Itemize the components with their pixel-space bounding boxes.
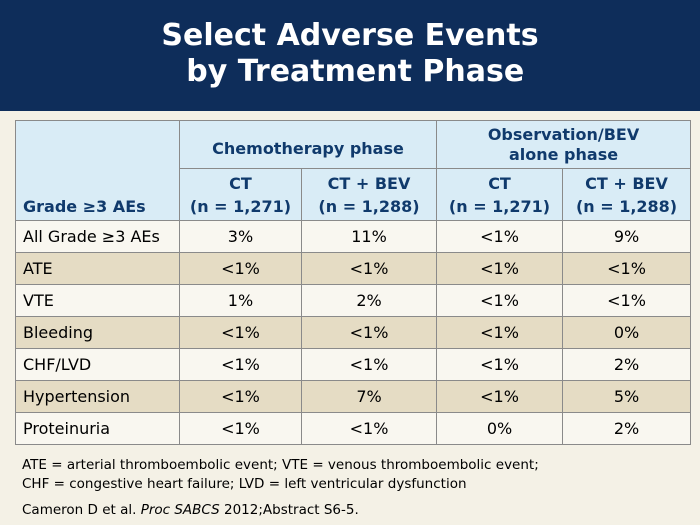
- corner-header: Grade ≥3 AEs: [15, 120, 180, 221]
- table-cell: <1%: [436, 284, 564, 317]
- table-cell: <1%: [179, 412, 302, 445]
- footnote-line2: CHF = congestive heart failure; LVD = le…: [22, 476, 467, 492]
- group-header-observation-line1: Observation/BEV: [487, 124, 640, 144]
- title-banner: [0, 0, 700, 111]
- table-cell: 3%: [179, 220, 302, 253]
- table-cell: <1%: [179, 252, 302, 285]
- table-cell: 5%: [562, 380, 692, 413]
- citation-journal: Proc SABCS: [140, 502, 220, 518]
- column-n-label: (n = 1,271): [189, 196, 292, 216]
- group-header-observation-line2: alone phase: [508, 144, 619, 164]
- column-header-4: CT + BEV (n = 1,288): [562, 168, 692, 221]
- table-cell: 7%: [300, 380, 438, 413]
- row-label: CHF/LVD: [15, 348, 180, 381]
- column-n-label: (n = 1,288): [318, 196, 420, 216]
- column-header-1: CT (n = 1,271): [179, 168, 302, 221]
- group-header-observation: Observation/BEV alone phase: [436, 120, 692, 169]
- table-cell: 0%: [436, 412, 564, 445]
- row-label: VTE: [15, 284, 180, 317]
- column-arm-label: CT + BEV: [327, 173, 411, 193]
- column-header-3: CT (n = 1,271): [436, 168, 564, 221]
- slide-title-line1: Select Adverse Events: [161, 18, 539, 53]
- column-n-label: (n = 1,288): [575, 196, 678, 216]
- footnote: ATE = arterial thromboembolic event; VTE…: [22, 456, 539, 494]
- table-cell: 9%: [562, 220, 692, 253]
- column-arm-label: CT: [488, 173, 511, 193]
- table-cell: <1%: [300, 316, 438, 349]
- row-label: ATE: [15, 252, 180, 285]
- table-cell: <1%: [300, 252, 438, 285]
- table-cell: <1%: [436, 348, 564, 381]
- slide-title-line2: by Treatment Phase: [175, 54, 525, 89]
- table-cell: <1%: [300, 412, 438, 445]
- table-cell: <1%: [436, 316, 564, 349]
- table-cell: 1%: [179, 284, 302, 317]
- column-arm-label: CT: [229, 173, 252, 193]
- footnote-line1: ATE = arterial thromboembolic event; VTE…: [22, 457, 539, 473]
- table-cell: <1%: [562, 284, 692, 317]
- column-arm-label: CT + BEV: [585, 173, 668, 193]
- citation: Cameron D et al. Proc SABCS 2012;Abstrac…: [22, 502, 359, 518]
- table-cell: 0%: [562, 316, 692, 349]
- row-label: Hypertension: [15, 380, 180, 413]
- table-cell: <1%: [562, 252, 692, 285]
- table-cell: 11%: [300, 220, 438, 253]
- table-cell: <1%: [300, 348, 438, 381]
- slide-title: Select Adverse Events by Treatment Phase: [0, 18, 700, 90]
- table-cell: 2%: [562, 412, 692, 445]
- citation-rest: 2012;Abstract S6-5.: [219, 502, 359, 518]
- citation-authors: Cameron D et al.: [22, 502, 141, 518]
- table-cell: <1%: [436, 380, 564, 413]
- table-cell: <1%: [179, 316, 302, 349]
- table-row: VTE 1% 2% <1% <1%: [15, 284, 692, 317]
- table-cell: <1%: [436, 220, 564, 253]
- adverse-events-table: Grade ≥3 AEs Chemotherapy phase Observat…: [15, 120, 692, 445]
- table-row: Hypertension <1% 7% <1% 5%: [15, 380, 692, 413]
- table-row: Proteinuria <1% <1% 0% 2%: [15, 412, 692, 445]
- row-label: Bleeding: [15, 316, 180, 349]
- table-row: Bleeding <1% <1% <1% 0%: [15, 316, 692, 349]
- column-header-2: CT + BEV (n = 1,288): [300, 168, 438, 221]
- table-row: ATE <1% <1% <1% <1%: [15, 252, 692, 285]
- row-label: Proteinuria: [15, 412, 180, 445]
- table-row: All Grade ≥3 AEs 3% 11% <1% 9%: [15, 220, 692, 253]
- table-cell: 2%: [562, 348, 692, 381]
- column-n-label: (n = 1,271): [448, 196, 551, 216]
- table-row: CHF/LVD <1% <1% <1% 2%: [15, 348, 692, 381]
- table-cell: 2%: [300, 284, 438, 317]
- row-label: All Grade ≥3 AEs: [15, 220, 180, 253]
- group-header-chemotherapy: Chemotherapy phase: [178, 120, 438, 169]
- table-cell: <1%: [179, 380, 302, 413]
- table-cell: <1%: [179, 348, 302, 381]
- table-cell: <1%: [436, 252, 564, 285]
